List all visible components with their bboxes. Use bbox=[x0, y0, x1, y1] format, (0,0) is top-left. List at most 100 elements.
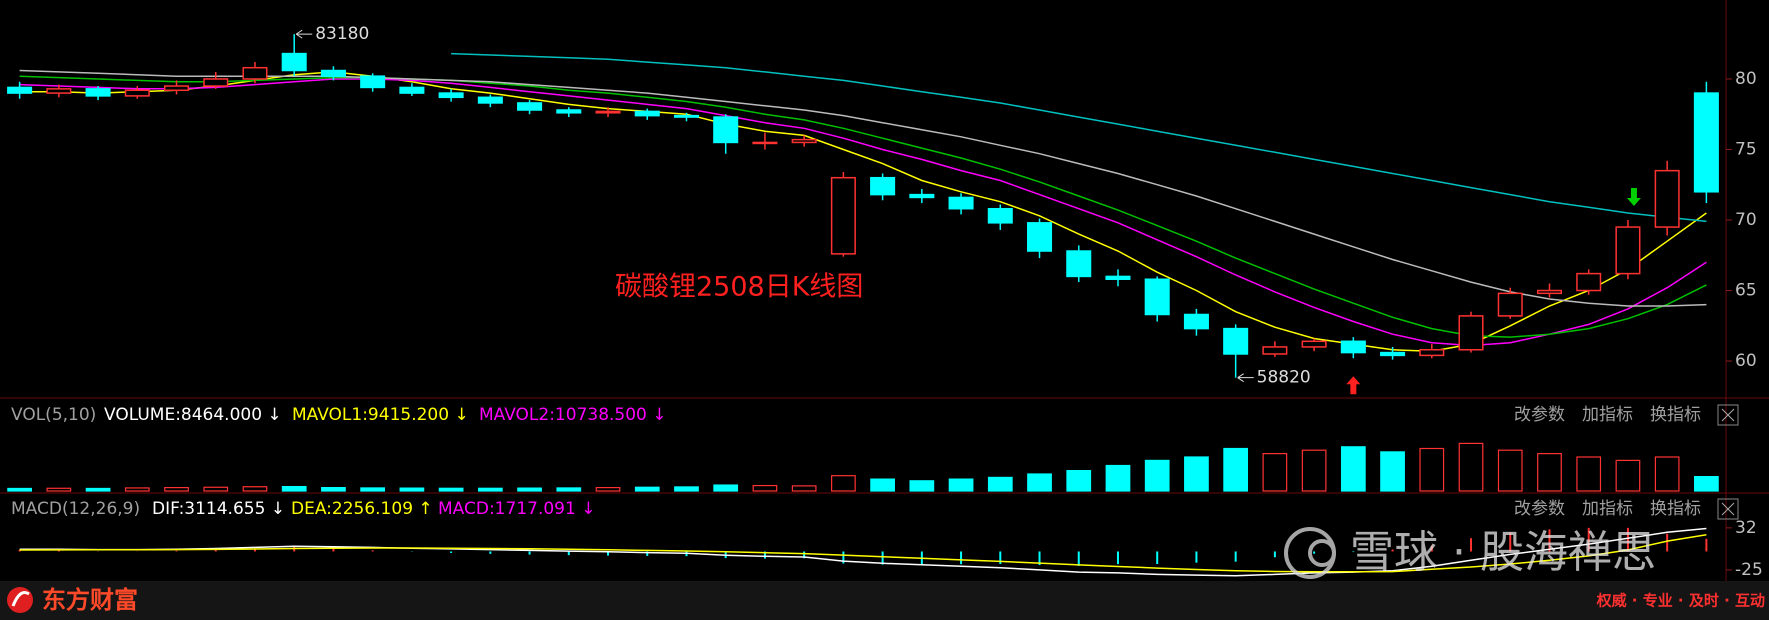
volume-bar bbox=[948, 478, 974, 492]
watermark-logo bbox=[1308, 539, 1336, 567]
volume-bar bbox=[477, 487, 503, 492]
toolbar-button[interactable]: 改参数 bbox=[1514, 405, 1565, 425]
volume-bar bbox=[517, 487, 542, 492]
candle-body bbox=[987, 207, 1013, 224]
volume-bar bbox=[1576, 456, 1602, 492]
candle-body bbox=[1340, 340, 1366, 354]
moving-average bbox=[19, 78, 1707, 347]
panel-title: MACD(12,26,9) bbox=[11, 499, 140, 519]
candle-body bbox=[242, 66, 268, 80]
candle-body bbox=[909, 193, 935, 199]
volume-bar bbox=[1144, 459, 1170, 492]
candle-body bbox=[1066, 250, 1092, 278]
signal-arrow bbox=[1346, 376, 1361, 395]
volume-bar bbox=[1654, 456, 1680, 492]
candle-body bbox=[360, 75, 386, 89]
close-button[interactable] bbox=[1717, 498, 1739, 520]
volume-bar bbox=[634, 486, 660, 492]
footer bbox=[0, 581, 1769, 620]
close-icon bbox=[1721, 408, 1735, 422]
volume-bar bbox=[595, 487, 621, 492]
toolbar-button[interactable]: 加指标 bbox=[1582, 499, 1633, 519]
y-tick-label: 65 bbox=[1735, 281, 1757, 301]
moving-average bbox=[19, 69, 1707, 307]
volume-bar bbox=[1497, 449, 1523, 492]
volume-bar bbox=[321, 487, 346, 492]
moving-average bbox=[451, 52, 1707, 223]
volume-bar bbox=[1105, 464, 1131, 492]
watermark-text: 雪球 · 股海禅思 bbox=[1350, 527, 1656, 578]
volume-bar bbox=[556, 487, 582, 492]
candle-body bbox=[948, 196, 974, 210]
candle-body bbox=[752, 141, 778, 145]
candle-body bbox=[1497, 292, 1523, 317]
volume-bar bbox=[7, 487, 32, 492]
candle-body bbox=[1576, 272, 1602, 292]
volume-bar bbox=[1262, 453, 1288, 492]
candle-body bbox=[1144, 278, 1170, 316]
candle-body bbox=[203, 78, 229, 87]
annotation-arrow bbox=[295, 29, 313, 39]
candle-body bbox=[517, 102, 543, 111]
legend-item: MACD:1717.091 ↓ bbox=[438, 499, 595, 519]
volume-bar bbox=[1301, 449, 1327, 492]
volume-bar bbox=[1223, 447, 1249, 492]
candle-body bbox=[320, 69, 346, 77]
candle-body bbox=[1615, 226, 1641, 275]
volume-bar bbox=[713, 484, 739, 492]
candle-body bbox=[870, 176, 896, 196]
volume-bar bbox=[360, 487, 386, 492]
volume-bar bbox=[674, 486, 699, 492]
footer-logo-icon bbox=[11, 591, 30, 607]
footer-slogan: 权威 · 专业 · 及时 · 互动 bbox=[1596, 592, 1765, 610]
volume-bar bbox=[1184, 456, 1209, 492]
footer-logo-icon bbox=[7, 587, 33, 613]
volume-bar bbox=[1380, 451, 1405, 492]
candle-body bbox=[1183, 313, 1209, 330]
macd-line bbox=[19, 527, 1707, 577]
volume-bar bbox=[1340, 446, 1366, 492]
volume-bar bbox=[870, 478, 895, 492]
toolbar-button[interactable]: 改参数 bbox=[1514, 499, 1565, 519]
candle-body bbox=[1458, 315, 1484, 351]
volume-bar bbox=[791, 485, 817, 492]
volume-bar bbox=[203, 486, 229, 492]
candle-body bbox=[1380, 351, 1406, 357]
chart-title: 碳酸锂2508日K线图 bbox=[615, 272, 863, 303]
toolbar-button[interactable]: 换指标 bbox=[1650, 405, 1701, 425]
candle-body bbox=[124, 89, 150, 97]
candle-body bbox=[399, 86, 425, 94]
annotation-arrow bbox=[1237, 373, 1254, 383]
candle-body bbox=[1419, 349, 1445, 357]
candle-body bbox=[673, 114, 699, 118]
signal-arrow bbox=[1626, 188, 1641, 207]
legend-item: DIF:3114.655 ↓ bbox=[152, 499, 285, 519]
candle-body bbox=[477, 96, 503, 104]
volume-bar bbox=[164, 487, 189, 492]
candle-body bbox=[595, 110, 621, 114]
y-tick-label: 32 bbox=[1735, 518, 1757, 538]
candle-body bbox=[1262, 346, 1288, 355]
toolbar-button[interactable]: 换指标 bbox=[1650, 499, 1701, 519]
close-icon bbox=[1721, 502, 1735, 516]
toolbar-button[interactable]: 加指标 bbox=[1582, 405, 1633, 425]
candle-body bbox=[7, 86, 33, 94]
volume-bar bbox=[438, 487, 464, 492]
y-tick-label: -25 bbox=[1735, 560, 1763, 580]
candle-body bbox=[1301, 340, 1327, 348]
volume-bar bbox=[46, 487, 72, 492]
candle-body bbox=[1027, 222, 1053, 252]
candle-body bbox=[438, 92, 464, 99]
close-button[interactable] bbox=[1717, 404, 1739, 426]
candle-body bbox=[1105, 275, 1131, 280]
candle-body bbox=[164, 85, 190, 92]
candle-body bbox=[713, 116, 739, 144]
volume-bar bbox=[1458, 442, 1484, 492]
volume-bar bbox=[752, 484, 778, 492]
candle-body bbox=[85, 88, 111, 97]
candle-body bbox=[1223, 327, 1249, 355]
candle-body bbox=[830, 176, 856, 255]
volume-bar bbox=[281, 485, 307, 492]
